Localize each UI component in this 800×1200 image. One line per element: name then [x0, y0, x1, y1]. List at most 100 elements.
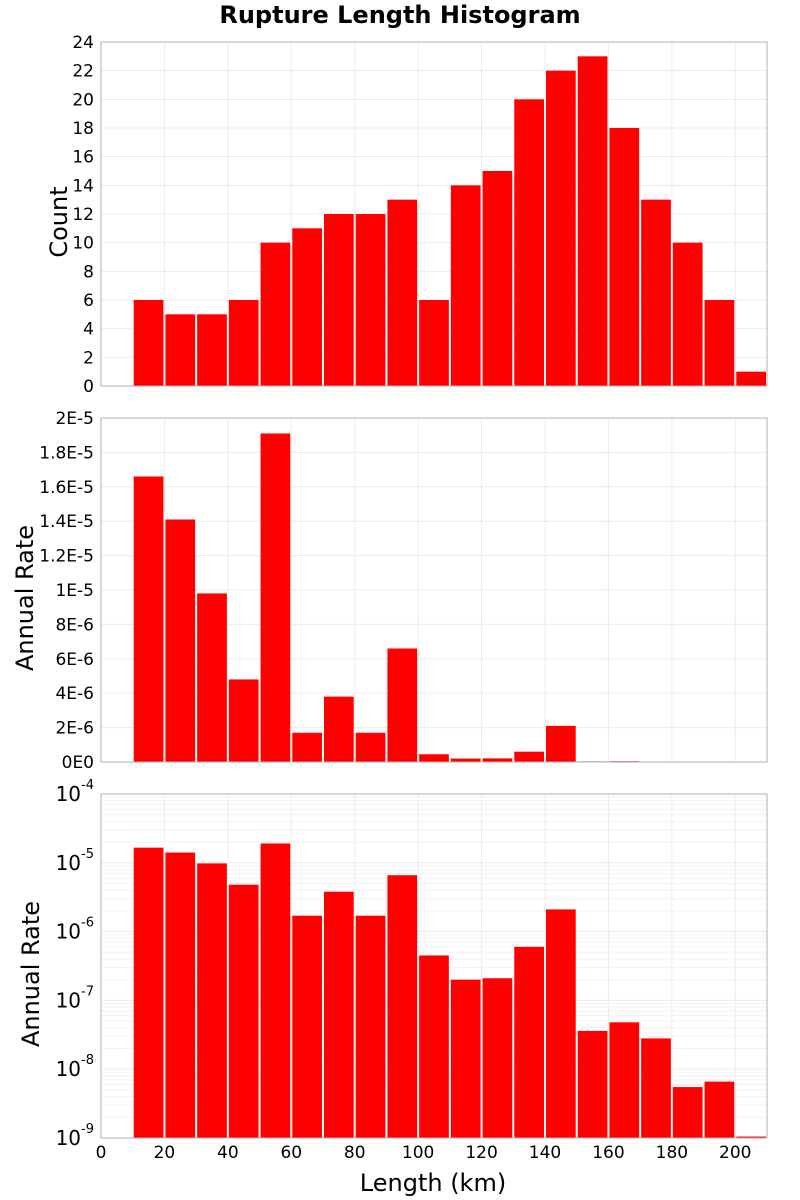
bar-15km: [133, 476, 164, 762]
bar-105km: [419, 955, 449, 1138]
panel-1-bars: [133, 56, 766, 387]
chart-title: Rupture Length Histogram: [219, 1, 580, 29]
x-tick-label: 20: [154, 1143, 176, 1163]
bar-75km: [324, 891, 354, 1138]
bar-115km: [450, 758, 481, 762]
bar-135km: [514, 99, 544, 386]
bar-145km: [546, 70, 576, 387]
y-tick-label: 1.8E-5: [39, 443, 94, 463]
y-tick-label: 10: [72, 234, 94, 254]
bar-165km: [609, 128, 640, 386]
panel-3-y-ticks: 10-9 10-8 10-7 10-6 10-5 10-4: [56, 778, 94, 1150]
y-tick-label: 12: [72, 205, 94, 225]
bar-75km: [324, 696, 354, 762]
panel-3-frame: [100, 793, 768, 1139]
panel-2: 0E0 2E-6 4E-6 6E-6 8E-6 1E-5 1.2E-5 1.4E-5 1.6E-…: [11, 409, 768, 773]
bar-165km: [609, 1022, 640, 1138]
bar-195km: [704, 300, 735, 386]
y-tick-label: 2: [83, 348, 94, 368]
y-tick-label: 0E0: [62, 753, 94, 773]
x-tick-label: 60: [280, 1143, 302, 1163]
bar-55km: [260, 242, 291, 386]
bar-85km: [355, 732, 386, 762]
y-tick-label: 24: [72, 33, 94, 53]
y-tick-label: 18: [72, 119, 94, 139]
panel-1-y-axis-label: Count: [45, 186, 73, 257]
bar-15km: [133, 300, 164, 386]
y-tick-label: 2E-6: [55, 719, 94, 739]
y-tick-label: 6E-6: [55, 650, 94, 670]
bar-175km: [641, 1038, 671, 1138]
x-tick-label: 200: [719, 1143, 751, 1163]
panel-3-bars: [133, 843, 766, 1138]
bar-35km: [197, 593, 227, 762]
y-tick-label: 22: [72, 62, 94, 82]
x-tick-label: 80: [344, 1143, 366, 1163]
x-tick-label: 40: [217, 1143, 239, 1163]
bar-105km: [419, 754, 449, 762]
bar-205km: [736, 371, 766, 386]
y-tick-label: 1E-5: [55, 581, 94, 601]
panel-2-frame: [100, 417, 768, 763]
bar-195km: [704, 1081, 735, 1138]
x-tick-label: 0: [96, 1143, 107, 1163]
bar-135km: [514, 946, 544, 1138]
panel-3: 10-9 10-8 10-7 10-6 10-5 10-4 Annual Rate: [17, 778, 768, 1150]
panel-2-bars: [133, 433, 766, 762]
bar-15km: [133, 847, 164, 1138]
bar-115km: [450, 979, 481, 1138]
y-tick-label: 10-5: [56, 847, 94, 875]
x-tick-label: 180: [656, 1143, 688, 1163]
bar-145km: [546, 909, 576, 1138]
y-tick-label: 1.6E-5: [39, 478, 94, 498]
y-tick-label: 1.4E-5: [39, 512, 94, 532]
bar-35km: [197, 314, 227, 386]
x-tick-label: 160: [592, 1143, 624, 1163]
y-tick-label: 8E-6: [55, 615, 94, 635]
y-tick-label: 16: [72, 148, 94, 168]
bar-95km: [387, 648, 418, 762]
y-tick-label: 0: [83, 377, 94, 397]
y-tick-label: 10-7: [56, 984, 94, 1012]
bar-45km: [228, 300, 259, 386]
bar-65km: [292, 228, 322, 386]
bar-145km: [546, 725, 576, 762]
bar-185km: [672, 242, 703, 386]
y-tick-label: 10-6: [56, 916, 94, 944]
bar-105km: [419, 300, 449, 386]
x-tick-label: 140: [529, 1143, 561, 1163]
y-tick-label: 1.2E-5: [39, 547, 94, 567]
bar-75km: [324, 214, 354, 386]
x-tick-label: 120: [465, 1143, 497, 1163]
y-tick-label: 14: [72, 176, 94, 196]
bar-25km: [165, 314, 196, 386]
bar-135km: [514, 751, 544, 762]
bar-65km: [292, 915, 322, 1138]
bar-95km: [387, 199, 418, 386]
x-axis-label: Length (km): [360, 1169, 506, 1197]
bar-45km: [228, 884, 259, 1138]
bar-55km: [260, 433, 291, 762]
y-tick-label: 6: [83, 291, 94, 311]
panel-1-frame: [100, 41, 768, 387]
y-tick-label: 8: [83, 262, 94, 282]
y-tick-label: 2E-5: [55, 409, 94, 429]
y-tick-label: 4: [83, 320, 94, 340]
bar-35km: [197, 863, 227, 1138]
bar-55km: [260, 843, 291, 1138]
bar-125km: [482, 758, 513, 762]
x-tick-label: 100: [402, 1143, 434, 1163]
bar-125km: [482, 978, 513, 1138]
y-tick-label: 20: [72, 90, 94, 110]
bar-185km: [672, 1087, 703, 1138]
panel-2-y-axis-label: Annual Rate: [11, 525, 39, 671]
bar-25km: [165, 852, 196, 1138]
bar-65km: [292, 732, 322, 762]
y-tick-label: 10-9: [56, 1122, 94, 1150]
chart-panels: 024681012141618202224Count0E02E-64E-66E-…: [11, 33, 768, 1163]
bar-205km: [736, 1136, 766, 1138]
y-tick-label: 4E-6: [55, 684, 94, 704]
